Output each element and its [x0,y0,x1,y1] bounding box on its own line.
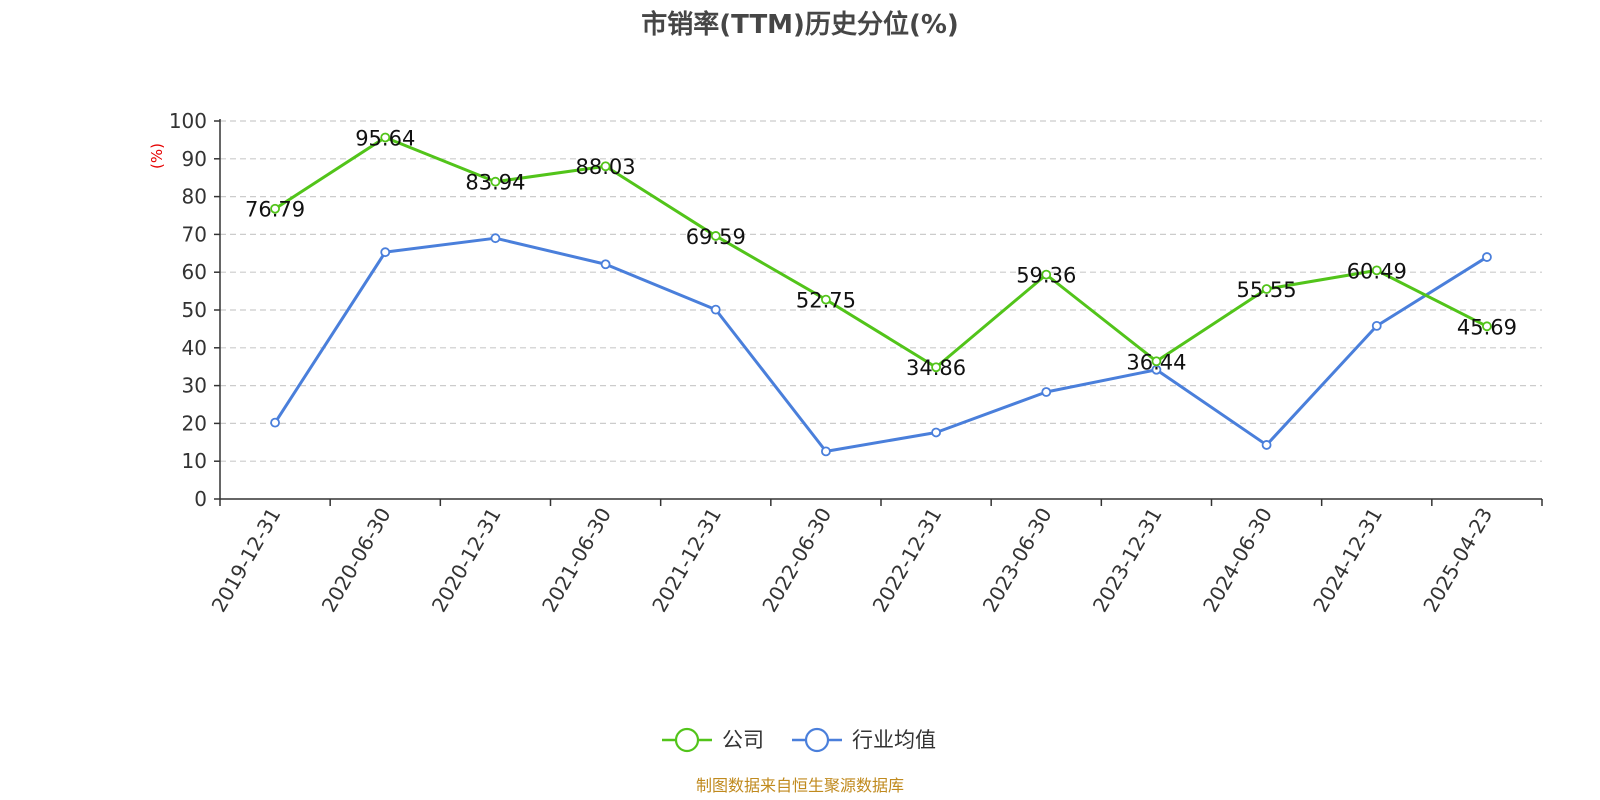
point-series-1 [1261,440,1272,450]
series-layer [270,132,1492,457]
y-tick-label: 0 [194,487,207,511]
data-label: 88.03 [576,155,636,179]
x-tick-label: 2023-06-30 [978,504,1057,617]
y-tick-label: 20 [182,411,207,435]
x-tick-label: 2022-12-31 [868,504,947,617]
point-series-0 [270,203,280,214]
point-series-0 [1482,321,1492,332]
x-tick-label: 2022-06-30 [757,504,836,617]
point-series-0 [710,231,721,241]
x-tick-label: 2024-12-31 [1308,504,1387,617]
data-label: 52.75 [796,289,856,313]
data-labels: 76.79 95.64 83.94 88.03 69.59 52.75 34.86 59.36… [245,126,1517,380]
legend: 公司 行业均值 [662,727,936,753]
data-label: 76.79 [245,198,305,222]
data-label: 45.69 [1457,315,1517,339]
data-label: 83.94 [465,171,525,195]
point-series-1 [1482,252,1492,262]
point-series-0 [1261,284,1272,294]
point-series-0 [931,362,941,373]
y-tick-label: 60 [182,260,207,284]
point-series-0 [1041,269,1052,280]
point-series-0 [490,176,501,187]
point-series-1 [600,259,611,270]
point-series-0 [380,132,391,143]
y-tick-label: 30 [182,374,207,398]
point-series-0 [1371,265,1382,276]
data-label: 95.64 [355,126,415,150]
point-series-0 [1151,356,1162,367]
y-tick-label: 80 [182,185,207,209]
point-series-1 [821,446,831,457]
data-label: 36.44 [1126,350,1186,374]
x-tick-label: 2023-12-31 [1088,504,1167,617]
x-tick-label: 2021-06-30 [537,504,616,617]
x-tick-label: 2020-06-30 [317,504,396,617]
legend-label: 行业均值 [852,728,936,752]
legend-marker-1 [804,727,830,753]
point-series-1 [490,233,501,244]
point-series-0 [600,161,611,172]
y-tick-label: 90 [182,147,207,171]
point-series-1 [380,247,391,258]
x-tick-label: 2019-12-31 [207,504,286,617]
data-label: 69.59 [686,225,746,249]
y-tick-label: 10 [182,449,207,473]
x-tick-label: 2024-06-30 [1198,504,1277,617]
series-line-1 [273,236,1488,453]
y-tick-label: 70 [182,222,207,246]
y-tick-label: 50 [182,298,207,322]
y-axis: 0 10 20 30 40 50 60 70 80 90 100 [169,109,221,511]
point-series-1 [931,427,941,438]
data-label: 59.36 [1016,264,1076,288]
point-series-1 [270,417,280,428]
y-tick-label: 40 [182,336,207,360]
x-tick-label: 2025-04-23 [1418,504,1497,617]
x-tick-label: 2021-12-31 [647,504,726,617]
data-label: 55.55 [1237,278,1297,302]
y-axis-label: (%) [148,143,166,169]
x-tick-label: 2020-12-31 [427,504,506,617]
source-note: 制图数据来自恒生聚源数据库 [696,776,904,795]
x-axis: 2019-12-31 2020-06-30 2020-12-31 2021-06-30… [207,498,1543,617]
grid-lines [220,120,1542,462]
data-label: 34.86 [906,356,966,380]
point-series-1 [1041,387,1052,397]
data-label: 60.49 [1347,259,1407,283]
point-series-1 [710,304,721,315]
point-series-0 [821,294,831,305]
chart-title: 市销率(TTM)历史分位(%) [641,9,959,40]
legend-marker-0 [674,727,700,753]
series-line-0 [274,135,1488,369]
y-tick-label: 100 [169,109,207,133]
legend-label: 公司 [722,728,764,752]
point-series-1 [1371,320,1382,331]
